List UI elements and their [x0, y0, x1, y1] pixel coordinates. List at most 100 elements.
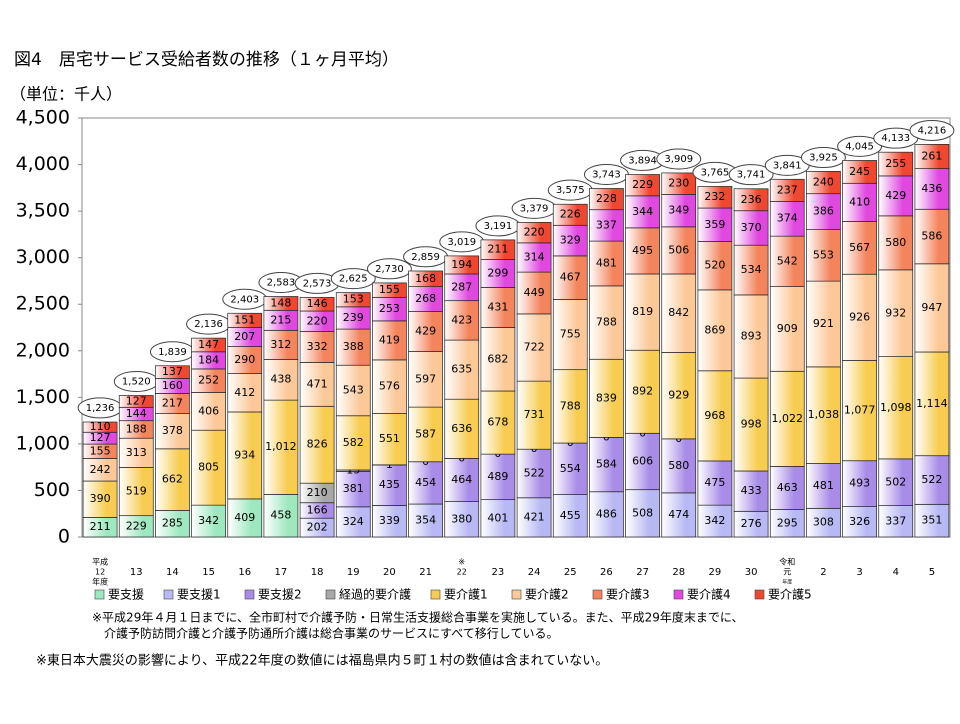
value-label: 1,077: [844, 404, 876, 417]
x-tick-label: 22: [457, 568, 467, 577]
value-label: 168: [415, 272, 436, 285]
value-label: 502: [885, 475, 906, 488]
total-label: 3,379: [520, 203, 549, 214]
value-label: 947: [921, 301, 942, 314]
value-label: 342: [704, 514, 725, 527]
x-tick-label: 19: [347, 567, 360, 578]
x-tick-label: 3: [856, 567, 862, 578]
value-label: 1,022: [772, 412, 804, 425]
value-label: 429: [885, 189, 906, 202]
value-label: 584: [596, 458, 617, 471]
value-label: 475: [704, 476, 725, 489]
value-label: 463: [777, 481, 798, 494]
legend-swatch: [326, 590, 335, 599]
value-label: 160: [162, 379, 183, 392]
x-tick-label: 12: [95, 568, 105, 577]
legend-label: 要介護1: [444, 587, 488, 602]
value-label: 576: [379, 380, 400, 393]
total-label: 3,909: [664, 154, 693, 165]
value-label: 202: [307, 521, 328, 534]
value-label: 342: [198, 514, 219, 527]
value-label: 228: [596, 192, 617, 205]
value-label: 211: [90, 520, 111, 533]
total-label: 2,583: [267, 277, 296, 288]
value-label: 239: [343, 311, 364, 324]
legend-label: 要介護4: [687, 587, 731, 602]
value-label: 506: [668, 243, 689, 256]
value-label: 481: [596, 256, 617, 269]
x-tick-label: 15: [202, 567, 215, 578]
value-label: 388: [343, 340, 364, 353]
value-label: 682: [487, 352, 508, 365]
value-label: 155: [379, 283, 400, 296]
value-label: 252: [198, 374, 219, 387]
value-label: 314: [524, 250, 545, 263]
value-label: 137: [162, 365, 183, 378]
value-label: 229: [126, 519, 147, 532]
unit-label: （単位：千人）: [10, 85, 122, 104]
value-label: 276: [741, 517, 762, 530]
x-tick-label: 25: [564, 567, 577, 578]
total-label: 4,133: [881, 133, 910, 144]
value-label: 240: [813, 176, 834, 189]
x-tick-label: ※: [458, 558, 465, 567]
value-label: 486: [596, 507, 617, 520]
x-tick-label: 26: [600, 567, 613, 578]
value-label: 230: [668, 177, 689, 190]
y-tick-label: 3,000: [16, 246, 70, 268]
legend-swatch: [512, 590, 521, 599]
value-label: 839: [596, 391, 617, 404]
value-label: 147: [198, 338, 219, 351]
total-label: 2,403: [230, 294, 259, 305]
value-label: 429: [415, 325, 436, 338]
note: 介護予防訪問介護と介護予防通所介護は総合事業のサービスにすべて移行している。: [104, 626, 558, 641]
value-label: 869: [704, 323, 725, 336]
y-tick-label: 0: [58, 526, 70, 548]
value-label: 285: [162, 517, 183, 530]
value-label: 1,114: [916, 397, 948, 410]
value-label: 455: [560, 509, 581, 522]
value-label: 217: [162, 397, 183, 410]
value-label: 146: [307, 297, 328, 310]
value-label: 245: [849, 165, 870, 178]
total-label: 2,573: [303, 278, 332, 289]
value-label: 722: [524, 341, 545, 354]
value-label: 597: [415, 372, 436, 385]
value-label: 934: [234, 448, 255, 461]
y-tick-label: 500: [34, 479, 70, 501]
value-label: 678: [487, 416, 508, 429]
value-label: 493: [849, 477, 870, 490]
legend-label: 要支援1: [177, 588, 221, 602]
x-tick-label: 20: [383, 567, 396, 578]
value-label: 587: [415, 427, 436, 440]
total-label: 3,019: [447, 237, 476, 248]
value-label: 522: [524, 466, 545, 479]
value-label: 467: [560, 271, 581, 284]
value-label: 349: [668, 204, 689, 217]
value-label: 378: [162, 424, 183, 437]
value-label: 127: [126, 394, 147, 407]
value-label: 290: [234, 353, 255, 366]
value-label: 586: [921, 230, 942, 243]
value-label: 421: [524, 510, 545, 523]
total-label: 2,625: [339, 274, 368, 285]
value-label: 580: [885, 236, 906, 249]
value-label: 519: [126, 485, 147, 498]
value-label: 344: [632, 205, 653, 218]
total-label: 4,216: [918, 125, 947, 136]
x-tick-label: 2: [820, 567, 826, 578]
value-label: 805: [198, 461, 219, 474]
legend-label: 要支援2: [258, 588, 302, 602]
note: ※平成29年４月１日までに、全市町村で介護予防・日常生活支援総合事業を実施してい…: [92, 610, 744, 625]
value-label: 312: [270, 338, 291, 351]
value-label: 210: [307, 486, 328, 499]
legend-swatch: [593, 590, 602, 599]
value-label: 464: [451, 473, 472, 486]
x-tick-label: 28: [672, 567, 685, 578]
value-label: 893: [741, 329, 762, 342]
total-label: 3,925: [809, 153, 838, 164]
total-label: 3,191: [484, 221, 513, 232]
value-label: 337: [885, 514, 906, 527]
x-tick-label: 18: [311, 567, 324, 578]
value-label: 534: [741, 263, 762, 276]
